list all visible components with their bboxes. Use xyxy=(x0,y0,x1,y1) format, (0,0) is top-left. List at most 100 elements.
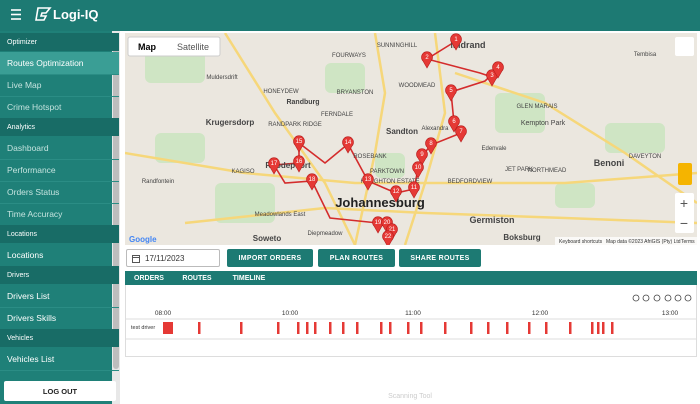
marker-label: 3 xyxy=(490,73,494,79)
sidebar-item[interactable]: Dashboard xyxy=(0,137,119,160)
tab[interactable]: TIMELINE xyxy=(221,271,277,287)
date-input[interactable]: 17/11/2023 xyxy=(126,249,220,267)
marker-pin xyxy=(293,135,305,153)
map-type-tab[interactable]: Satellite xyxy=(177,42,209,52)
marker-label: 13 xyxy=(365,177,372,183)
logo-icon xyxy=(35,7,52,21)
timeline-event xyxy=(487,322,490,334)
route-marker[interactable]: 2 xyxy=(421,51,433,69)
toolbar-button[interactable]: IMPORT ORDERS xyxy=(227,249,313,267)
timeline-event xyxy=(407,322,410,334)
route-marker[interactable]: 6 xyxy=(448,115,460,133)
tab-bar xyxy=(125,271,697,285)
timeline-event xyxy=(198,322,201,334)
timeline: 08:00 10:00 11:00 12:00 13:00 test driver xyxy=(125,294,697,340)
route-marker[interactable]: 13 xyxy=(362,173,374,191)
highway xyxy=(353,33,387,245)
route-marker[interactable]: 4 xyxy=(492,61,504,79)
route-marker[interactable]: 14 xyxy=(342,136,354,154)
sidebar-heading: Drivers xyxy=(0,266,119,284)
route-marker[interactable]: 16 xyxy=(293,155,305,173)
time-label: 08:00 xyxy=(155,310,172,317)
toolbar-button[interactable]: PLAN ROUTES xyxy=(318,249,395,267)
footer-text: Scanning Tool xyxy=(388,393,432,400)
sidebar-item[interactable]: Time Accuracy xyxy=(0,203,119,226)
route-marker[interactable]: 5 xyxy=(445,84,457,102)
route-marker[interactable]: 7 xyxy=(455,125,467,143)
place-label: NORTHMEAD xyxy=(528,168,567,174)
marker-pin xyxy=(342,136,354,154)
fullscreen-button xyxy=(675,37,694,56)
sidebar-item[interactable]: Crime Hotspot xyxy=(0,96,119,119)
sidebar-heading: Locations xyxy=(0,225,119,243)
marker-label: 12 xyxy=(393,189,400,195)
marker-pin xyxy=(445,84,457,102)
marker-pin xyxy=(421,51,433,69)
marker-label: 19 xyxy=(375,220,382,226)
menu-icon[interactable] xyxy=(11,9,21,20)
sidebar-item[interactable]: Locations xyxy=(0,244,119,267)
marker-pin xyxy=(492,61,504,79)
route-marker[interactable]: 17 xyxy=(268,157,280,175)
park-area xyxy=(375,153,405,178)
timeline-tool xyxy=(664,294,672,302)
place-label: Boksburg xyxy=(503,233,540,242)
scroll-thumb[interactable] xyxy=(113,49,119,369)
place-label: RANDPARK RIDGE xyxy=(268,122,322,128)
marker-pin xyxy=(362,173,374,191)
sidebar-item[interactable]: Live Map xyxy=(0,74,119,97)
park-area xyxy=(495,93,545,133)
route-marker[interactable]: 8 xyxy=(425,137,437,155)
route-marker[interactable]: 10 xyxy=(412,161,424,179)
timeline-event xyxy=(444,322,447,334)
place-label: FERNDALE xyxy=(321,112,353,118)
place-label: PARKTOWN xyxy=(370,169,404,175)
timeline-event xyxy=(470,322,473,334)
route-marker[interactable]: 22 xyxy=(382,230,394,245)
timeline-tool xyxy=(632,294,640,302)
route-marker[interactable]: 3 xyxy=(486,69,498,87)
marker-pin xyxy=(416,148,428,166)
route-marker[interactable]: 9 xyxy=(416,148,428,166)
place-label: Roodepoort xyxy=(265,161,311,170)
sidebar-item[interactable]: Orders Status xyxy=(0,181,119,204)
highway xyxy=(184,206,697,225)
calendar-icon xyxy=(132,255,140,263)
brand-name: Logi-IQ xyxy=(53,7,99,22)
date-text: 17/11/2023 xyxy=(145,253,185,263)
map-type-tab[interactable]: Map xyxy=(138,42,157,52)
tab[interactable]: ORDERS xyxy=(134,274,164,282)
timeline-event xyxy=(342,322,345,334)
place-label: JET PARK xyxy=(505,167,533,173)
route-marker[interactable]: 15 xyxy=(293,135,305,153)
route-marker[interactable]: 12 xyxy=(390,185,402,203)
marker-pin xyxy=(408,181,420,199)
time-label: 13:00 xyxy=(662,310,679,317)
sidebar-item[interactable]: Performance xyxy=(0,159,119,182)
route-marker[interactable]: 11 xyxy=(408,181,420,199)
marker-label: 16 xyxy=(296,159,303,165)
timeline-panel xyxy=(125,285,697,357)
park-area xyxy=(605,123,665,153)
place-label: WOODMEAD xyxy=(399,83,436,89)
place-label: KAGISO xyxy=(231,169,254,175)
marker-pin xyxy=(425,137,437,155)
timeline-event xyxy=(420,322,423,334)
route-marker[interactable]: 18 xyxy=(306,173,318,191)
toolbar-button[interactable]: SHARE ROUTES xyxy=(399,249,481,267)
marker-label: 10 xyxy=(415,165,422,171)
marker-pin xyxy=(382,230,394,245)
route-marker[interactable]: 1 xyxy=(450,33,462,51)
marker-label: 7 xyxy=(459,129,463,135)
tab[interactable]: ROUTES xyxy=(182,274,212,282)
sidebar-item[interactable]: Routes Optimization xyxy=(0,52,119,75)
logout-button[interactable]: LOG OUT xyxy=(4,381,116,401)
zoom-out: − xyxy=(680,215,688,231)
timeline-event xyxy=(545,322,548,334)
sidebar-item[interactable]: Vehicles List xyxy=(0,348,119,371)
map-attribution: Google xyxy=(129,235,157,244)
sidebar-item[interactable]: Drivers List xyxy=(0,285,119,308)
timeline-event xyxy=(380,322,383,334)
sidebar-item[interactable]: Drivers Skills xyxy=(0,307,119,330)
place-label: FOURWAYS xyxy=(332,53,366,59)
